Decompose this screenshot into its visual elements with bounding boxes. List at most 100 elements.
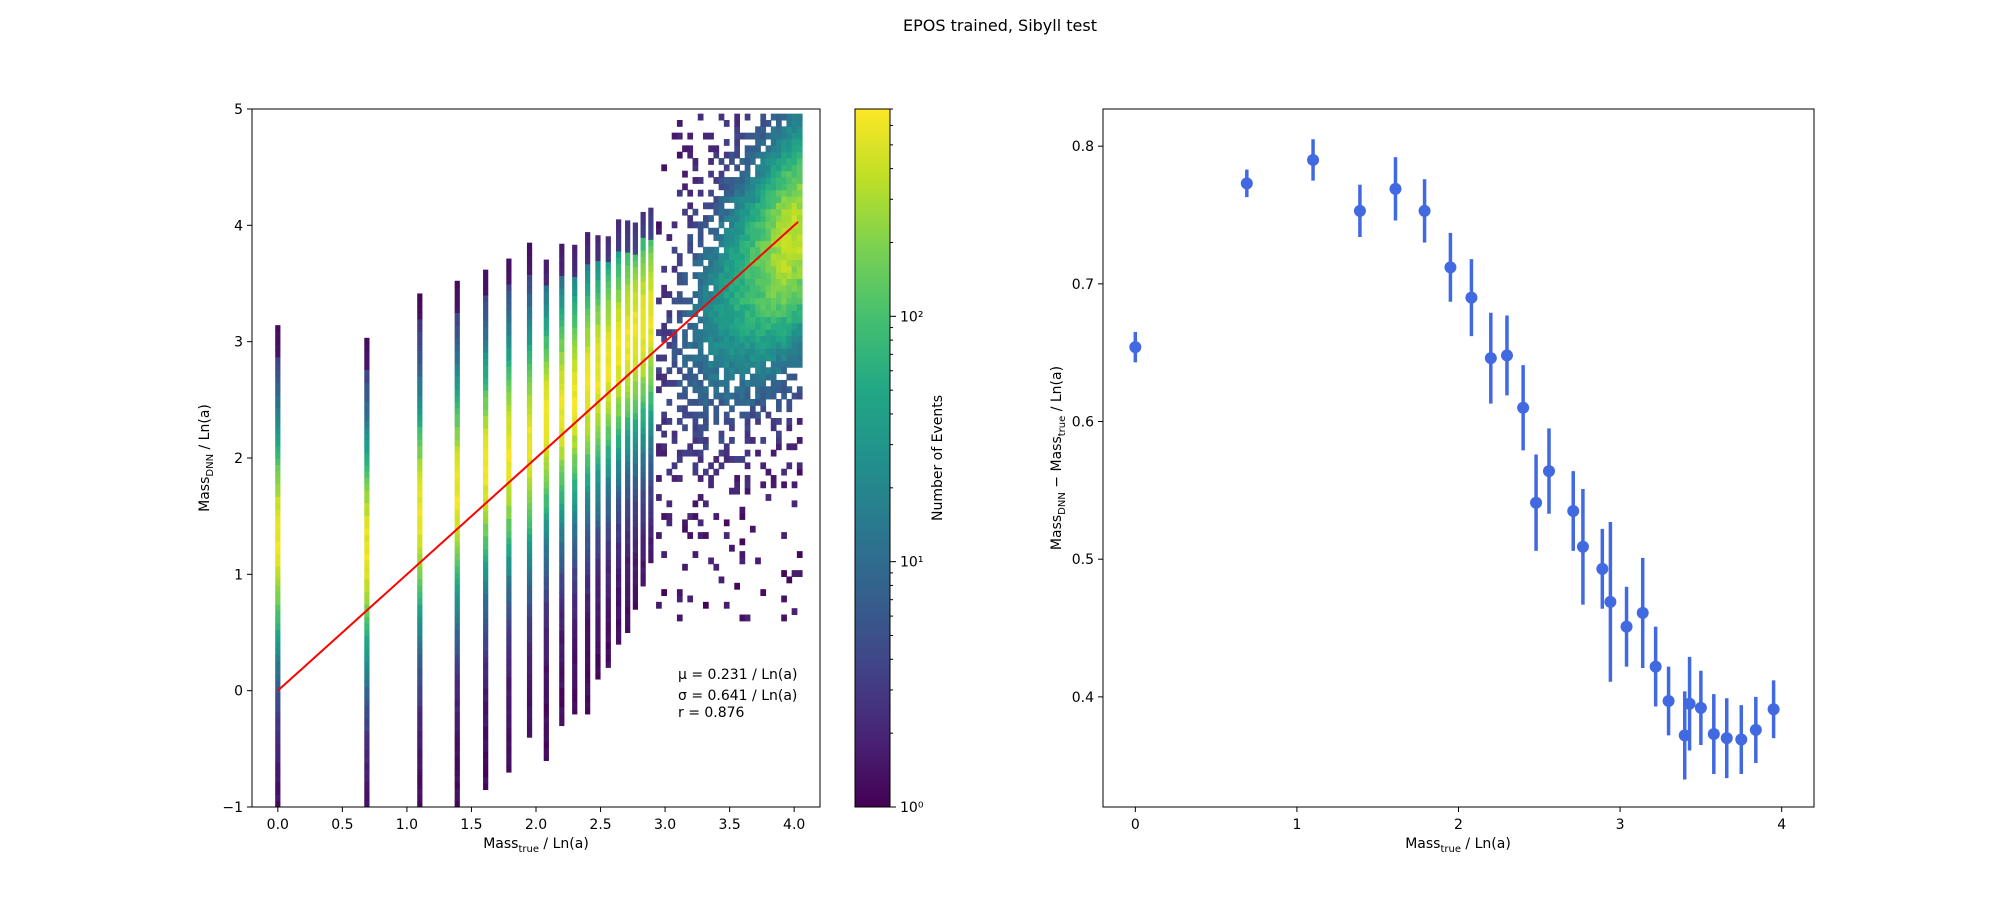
heatmap-cell	[718, 221, 725, 229]
heatmap-cell	[454, 737, 460, 745]
heatmap-cell	[682, 208, 688, 216]
heatmap-cell	[632, 400, 639, 407]
heatmap-cell	[786, 246, 793, 254]
heatmap-cell	[364, 553, 370, 561]
heatmap-cell	[671, 430, 678, 438]
heatmap-cell	[483, 783, 489, 791]
heatmap-cell	[572, 270, 578, 277]
heatmap-cell	[708, 310, 714, 318]
heatmap-cell	[417, 756, 423, 764]
point-marker	[1604, 595, 1617, 608]
heatmap-cell	[776, 113, 782, 121]
heatmap-cell	[605, 521, 611, 529]
point-marker	[1735, 733, 1748, 746]
heatmap-cell	[687, 398, 694, 406]
heatmap-cell	[506, 721, 512, 729]
heatmap-cell	[744, 335, 751, 343]
heatmap-cell	[625, 486, 631, 494]
heatmap-cell	[796, 113, 803, 121]
heatmap-cell	[364, 673, 370, 681]
heatmap-cell	[708, 335, 714, 343]
heatmap-cell	[526, 350, 533, 358]
heatmap-cell	[605, 603, 611, 611]
heatmap-cell	[572, 473, 578, 480]
heatmap-cell	[483, 675, 489, 683]
heatmap-cell	[760, 297, 767, 305]
heatmap-cell	[739, 183, 746, 191]
heatmap-cell	[760, 177, 767, 184]
heatmap-cell	[595, 266, 601, 274]
heatmap-cell	[526, 242, 533, 250]
heatmap-cell	[749, 437, 756, 444]
heatmap-cell	[572, 434, 578, 442]
heatmap-cell	[760, 322, 767, 330]
heatmap-cell	[702, 265, 709, 273]
heatmap-cell	[640, 522, 646, 530]
heatmap-cell	[781, 215, 787, 222]
heatmap-cell	[734, 341, 740, 349]
heatmap-cell	[786, 386, 793, 394]
heatmap-cell	[744, 487, 751, 495]
heatmap-cell	[506, 512, 512, 519]
heatmap-cell	[625, 385, 631, 393]
heatmap-cell	[605, 464, 611, 472]
heatmap-cell	[666, 329, 673, 337]
heatmap-cell	[572, 568, 578, 575]
heatmap-cell	[483, 466, 489, 474]
heatmap-cell	[776, 272, 782, 279]
heatmap-cell	[702, 291, 709, 299]
heatmap-cell	[723, 297, 730, 305]
heatmap-cell	[713, 367, 720, 375]
heatmap-cell	[625, 435, 631, 443]
heatmap-cell	[781, 253, 787, 260]
heatmap-cell	[739, 392, 746, 400]
heatmap-cell	[275, 344, 281, 352]
heatmap-cell	[506, 277, 512, 285]
heatmap-cell	[786, 202, 793, 210]
heatmap-cell	[417, 661, 423, 669]
stats-sigma: σ = 0.641 / Ln(a)	[678, 688, 797, 704]
heatmap-cell	[734, 164, 740, 172]
heatmap-cell	[755, 278, 761, 286]
heatmap-cell	[526, 711, 533, 719]
heatmap-cell	[625, 505, 631, 513]
heatmap-cell	[760, 208, 767, 216]
heatmap-cell	[559, 649, 565, 657]
heatmap-cell	[585, 365, 591, 373]
heatmap-cell	[483, 719, 489, 727]
heatmap-cell	[585, 244, 591, 252]
heatmap-cell	[770, 475, 777, 482]
heatmap-cell	[506, 391, 512, 399]
heatmap-cell	[760, 126, 767, 134]
heatmap-cell	[559, 510, 565, 517]
heatmap-cell	[760, 183, 767, 191]
heatmap-cell	[760, 119, 767, 127]
heatmap-cell	[682, 392, 688, 400]
heatmap-cell	[526, 553, 533, 561]
heatmap-x-axis: 0.0 0.5 1.0 1.5 2.0 2.5 3.0 3.5 4.0	[267, 807, 805, 833]
heatmap-cell	[749, 310, 756, 318]
heatmap-cell	[616, 358, 622, 366]
heatmap-cell	[765, 119, 772, 127]
heatmap-cell	[755, 348, 761, 356]
heatmap-cell	[595, 343, 601, 350]
heatmap-cell	[640, 268, 646, 276]
heatmap-cell	[744, 189, 751, 197]
heatmap-cell	[640, 294, 646, 302]
heatmap-cell	[648, 366, 654, 373]
heatmap-cell	[625, 575, 631, 583]
heatmap-cell	[543, 373, 549, 381]
heatmap-cell	[765, 373, 772, 381]
heatmap-cell	[616, 276, 622, 284]
heatmap-cell	[755, 145, 761, 153]
heatmap-cell	[702, 532, 709, 539]
heatmap-cell	[526, 489, 533, 497]
heatmap-cell	[640, 484, 646, 492]
heatmap-cell	[632, 349, 639, 357]
heatmap-cell	[483, 326, 489, 334]
heatmap-cell	[760, 240, 767, 248]
heatmap-cell	[796, 265, 803, 273]
heatmap-cell	[454, 787, 460, 795]
heatmap-cell	[723, 386, 730, 394]
heatmap-cell	[526, 394, 533, 402]
